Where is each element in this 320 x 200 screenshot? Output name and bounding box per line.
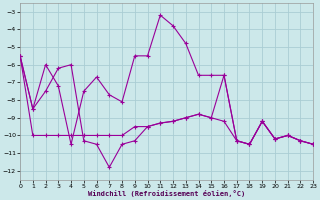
- X-axis label: Windchill (Refroidissement éolien,°C): Windchill (Refroidissement éolien,°C): [88, 190, 245, 197]
